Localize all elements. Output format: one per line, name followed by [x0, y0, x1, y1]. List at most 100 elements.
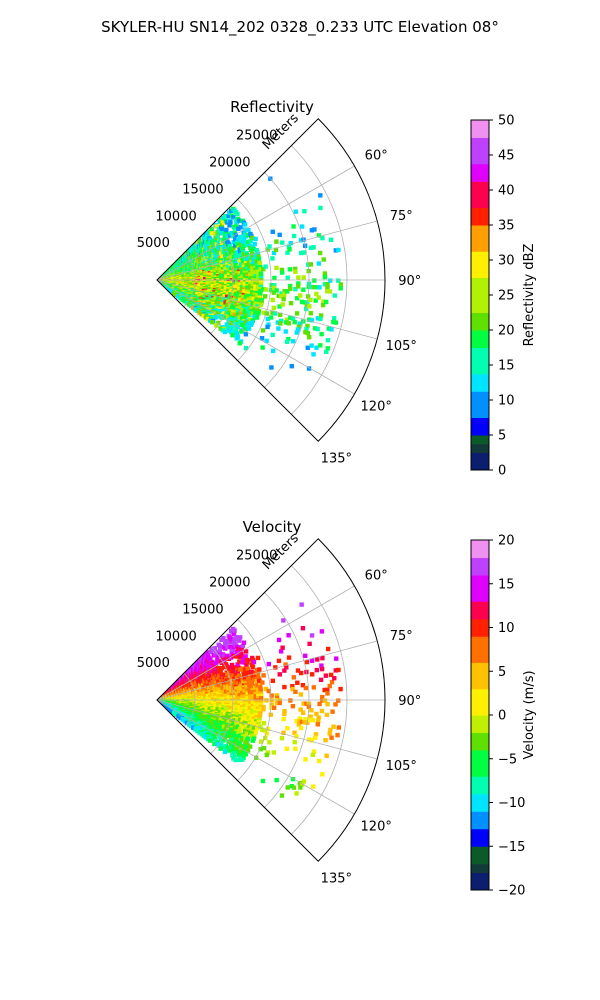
echo-cell — [246, 659, 251, 665]
echo-cell — [239, 737, 244, 743]
echo-cell — [230, 311, 235, 317]
colorbar-segment — [471, 382, 489, 392]
echo-cell — [239, 651, 244, 657]
echo-cell — [240, 757, 245, 762]
echo-cell — [217, 667, 222, 672]
echo-cell — [271, 305, 277, 311]
echo-cell — [248, 317, 253, 322]
echo-cell — [212, 239, 218, 244]
echo-cell — [240, 643, 246, 649]
echo-cell — [221, 724, 227, 730]
echo-cell — [215, 731, 221, 736]
colorbar-segment — [471, 706, 489, 716]
echo-cell — [324, 349, 329, 355]
echo-cell — [318, 316, 323, 322]
echo-cell — [290, 776, 296, 782]
echo-cell — [253, 236, 258, 242]
colorbar-segment — [471, 863, 489, 873]
echo-cell — [233, 757, 238, 763]
echo-cell — [315, 657, 320, 662]
echo-cell — [332, 293, 338, 298]
echo-cell — [274, 265, 279, 271]
echo-cell — [207, 738, 213, 743]
echo-cell — [282, 684, 287, 690]
echo-cell — [241, 750, 246, 756]
echo-cell — [231, 665, 236, 671]
echo-cell — [260, 680, 265, 685]
echo-cell — [209, 226, 214, 232]
echo-cell — [299, 224, 305, 229]
echo-cell — [208, 696, 213, 702]
echo-cell — [213, 660, 219, 666]
echo-cell — [246, 227, 251, 233]
echo-cell — [240, 316, 245, 321]
echo-cell — [222, 712, 228, 717]
echo-cell — [264, 731, 269, 736]
echo-cell — [234, 255, 240, 261]
echo-cell — [233, 243, 238, 248]
echo-cell — [314, 345, 319, 350]
echo-cell — [291, 233, 297, 239]
colorbar-segment — [471, 435, 489, 445]
velocity-title: Velocity — [243, 518, 302, 536]
echo-cell — [232, 305, 238, 310]
echo-cell — [272, 311, 278, 316]
echo-cell — [253, 755, 259, 760]
echo-cell — [309, 343, 314, 348]
colorbar-segment — [471, 758, 489, 768]
echo-cell — [311, 749, 317, 754]
echo-cell — [237, 218, 242, 223]
azimuth-tick-label: 105° — [386, 759, 417, 774]
echo-cell — [269, 365, 274, 370]
echo-cell — [222, 293, 227, 299]
colorbar-tick-label: 35 — [498, 219, 515, 234]
echo-cell — [279, 793, 285, 798]
echo-cell — [323, 299, 329, 305]
echo-cell — [325, 691, 330, 696]
echo-cell — [301, 701, 306, 706]
echo-cell — [250, 738, 256, 743]
colorbar-segment — [471, 426, 489, 436]
echo-cell — [285, 289, 290, 294]
echo-cell — [220, 738, 226, 743]
echo-cell — [294, 330, 299, 335]
echo-cell — [218, 707, 223, 712]
echo-cell — [281, 296, 286, 302]
echo-cell — [229, 668, 234, 673]
echo-cell — [313, 732, 319, 737]
echo-cell — [324, 753, 329, 758]
echo-cell — [277, 672, 282, 677]
echo-cell — [260, 727, 265, 732]
echo-cell — [289, 783, 294, 789]
echo-cell — [288, 315, 293, 320]
echo-cell — [223, 236, 228, 241]
echo-cell — [309, 318, 315, 323]
echo-cell — [301, 250, 306, 255]
echo-cell — [209, 726, 214, 731]
echo-cell — [274, 700, 280, 706]
echo-cell — [218, 243, 223, 248]
echo-cell — [235, 312, 241, 317]
echo-cell — [263, 294, 268, 299]
echo-cell — [307, 335, 312, 340]
echo-cell — [261, 745, 267, 751]
echo-cell — [208, 280, 213, 285]
echo-cell — [288, 240, 293, 246]
azimuth-tick-label: 105° — [386, 339, 417, 354]
echo-cell — [239, 329, 244, 334]
echo-cell — [328, 278, 333, 283]
echo-cell — [221, 304, 227, 310]
colorbar-segment — [471, 225, 489, 235]
echo-cell — [228, 674, 234, 679]
echo-cell — [329, 735, 334, 740]
echo-cell — [277, 304, 282, 309]
echo-cell — [232, 669, 237, 674]
colorbar-tick-label: 45 — [498, 149, 515, 164]
echo-cell — [298, 238, 304, 243]
echo-cell — [298, 785, 303, 790]
echo-cell — [286, 336, 291, 342]
echo-cell — [241, 657, 247, 662]
echo-cell — [234, 675, 240, 681]
echo-cell — [222, 721, 228, 727]
colorbar-segment — [471, 242, 489, 252]
